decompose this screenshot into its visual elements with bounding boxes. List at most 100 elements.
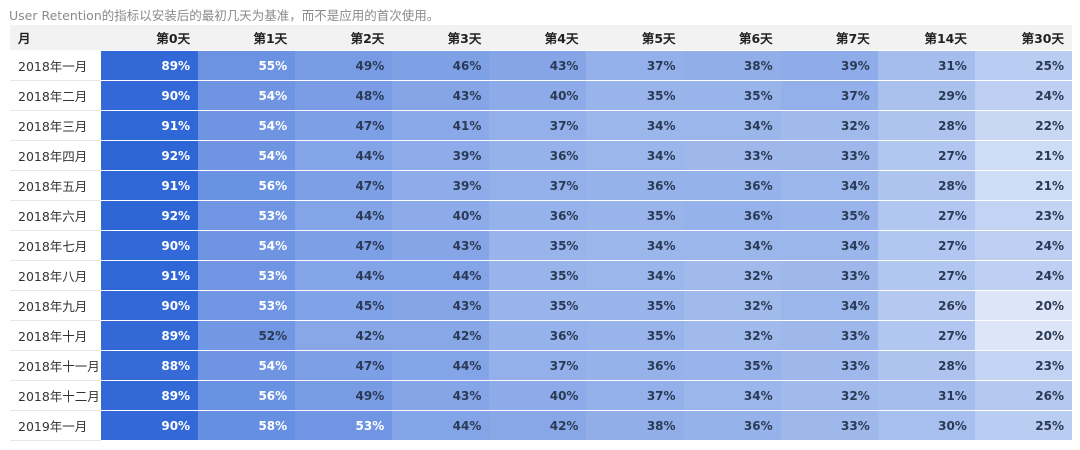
retention-cell: 34% (683, 381, 781, 411)
retention-cell: 32% (780, 111, 878, 141)
retention-cell: 33% (780, 141, 878, 171)
retention-cell: 35% (586, 291, 684, 321)
retention-cell: 36% (683, 171, 781, 201)
retention-cell: 91% (101, 261, 199, 291)
retention-cell: 44% (295, 141, 393, 171)
retention-cell: 55% (198, 51, 296, 81)
retention-cell: 43% (489, 51, 587, 81)
retention-cell: 43% (392, 81, 490, 111)
retention-cell: 38% (683, 51, 781, 81)
retention-cell: 35% (586, 201, 684, 231)
retention-cell: 54% (198, 111, 296, 141)
chart-caption: User Retention的指标以安装后的最初几天为基准，而不是应用的首次使用… (9, 8, 440, 23)
retention-cell: 27% (877, 261, 975, 291)
retention-cell: 47% (295, 351, 393, 381)
table-row: 2018年七月 90% 54% 47% 43% 35% 34% 34% 34% 27% 24% (10, 231, 1072, 261)
retention-cell: 39% (392, 141, 490, 171)
retention-cell: 43% (392, 291, 490, 321)
retention-cell: 56% (198, 171, 296, 201)
retention-cell: 33% (683, 141, 781, 171)
retention-cell: 35% (586, 321, 684, 351)
retention-cell: 34% (586, 231, 684, 261)
retention-cell: 92% (101, 201, 199, 231)
retention-cell: 44% (392, 261, 490, 291)
retention-cell: 42% (295, 321, 393, 351)
table-row: 2018年三月 91% 54% 47% 41% 37% 34% 34% 32% 28% 22% (10, 111, 1072, 141)
retention-cell: 89% (101, 51, 199, 81)
retention-cell: 92% (101, 141, 199, 171)
retention-cell: 27% (877, 321, 975, 351)
retention-cell: 30% (877, 411, 975, 441)
retention-cell: 48% (295, 81, 393, 111)
retention-cell: 25% (974, 51, 1072, 81)
retention-cell: 34% (586, 261, 684, 291)
retention-cell: 42% (489, 411, 587, 441)
retention-cell: 54% (198, 351, 296, 381)
retention-cell: 28% (877, 171, 975, 201)
retention-cell: 20% (974, 291, 1072, 321)
retention-cell: 21% (974, 141, 1072, 171)
retention-cell: 49% (295, 51, 393, 81)
retention-cell: 54% (198, 231, 296, 261)
retention-cell: 35% (683, 351, 781, 381)
retention-cell: 43% (392, 381, 490, 411)
retention-cell: 37% (489, 351, 587, 381)
retention-cell: 34% (780, 171, 878, 201)
retention-cell: 42% (392, 321, 490, 351)
retention-cell: 91% (101, 171, 199, 201)
table-row: 2019年一月 90% 58% 53% 44% 42% 38% 36% 33% 30% 25% (10, 411, 1072, 441)
retention-cell: 32% (683, 261, 781, 291)
row-label-month: 2018年十二月 (10, 381, 101, 411)
row-label-month: 2018年五月 (10, 171, 101, 201)
retention-cell: 28% (877, 111, 975, 141)
retention-cell: 44% (295, 261, 393, 291)
retention-cell: 39% (780, 51, 878, 81)
retention-cell: 36% (586, 171, 684, 201)
column-header-day: 第1天 (198, 25, 296, 51)
retention-cell: 20% (974, 321, 1072, 351)
retention-cell: 36% (489, 201, 587, 231)
retention-cell: 37% (780, 81, 878, 111)
retention-cell: 34% (683, 111, 781, 141)
table-row: 2018年四月 92% 54% 44% 39% 36% 34% 33% 33% 27% 21% (10, 141, 1072, 171)
retention-cell: 40% (489, 81, 587, 111)
retention-cell: 34% (683, 231, 781, 261)
retention-cell: 24% (974, 231, 1072, 261)
retention-cell: 46% (392, 51, 490, 81)
table-row: 2018年二月 90% 54% 48% 43% 40% 35% 35% 37% 29% 24% (10, 81, 1072, 111)
retention-cell: 38% (586, 411, 684, 441)
retention-cell: 37% (489, 171, 587, 201)
retention-cell: 32% (780, 381, 878, 411)
retention-cell: 45% (295, 291, 393, 321)
row-label-month: 2018年三月 (10, 111, 101, 141)
retention-cell: 91% (101, 111, 199, 141)
retention-cell: 37% (586, 51, 684, 81)
retention-cell: 32% (683, 321, 781, 351)
retention-cell: 54% (198, 141, 296, 171)
row-label-month: 2018年九月 (10, 291, 101, 321)
retention-cell: 52% (198, 321, 296, 351)
column-header-day: 第30天 (974, 25, 1072, 51)
table-row: 2018年十一月 88% 54% 47% 44% 37% 36% 35% 33% 28% 23% (10, 351, 1072, 381)
retention-cell: 40% (392, 201, 490, 231)
retention-cell: 21% (974, 171, 1072, 201)
retention-cell: 44% (392, 351, 490, 381)
table-row: 2018年九月 90% 53% 45% 43% 35% 35% 32% 34% 26% 20% (10, 291, 1072, 321)
retention-cell: 24% (974, 261, 1072, 291)
retention-cell: 90% (101, 411, 199, 441)
retention-cell: 27% (877, 201, 975, 231)
retention-cell: 29% (877, 81, 975, 111)
retention-cell: 31% (877, 381, 975, 411)
retention-cell: 47% (295, 231, 393, 261)
retention-cell: 54% (198, 81, 296, 111)
retention-cell: 90% (101, 231, 199, 261)
retention-cell: 53% (295, 411, 393, 441)
row-label-month: 2018年八月 (10, 261, 101, 291)
retention-cell: 24% (974, 81, 1072, 111)
column-header-month: 月 (10, 25, 101, 51)
retention-cell: 53% (198, 291, 296, 321)
column-header-day: 第5天 (586, 25, 684, 51)
retention-cell: 89% (101, 381, 199, 411)
retention-cell: 34% (586, 111, 684, 141)
retention-cell: 34% (780, 231, 878, 261)
